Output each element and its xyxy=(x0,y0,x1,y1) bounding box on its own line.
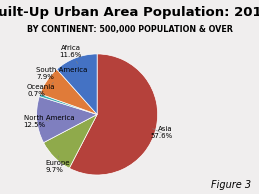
Text: Built-Up Urban Area Population: 2019: Built-Up Urban Area Population: 2019 xyxy=(0,6,259,19)
Text: North America
12.5%: North America 12.5% xyxy=(24,115,74,128)
Text: BY CONTINENT: 500,000 POPULATION & OVER: BY CONTINENT: 500,000 POPULATION & OVER xyxy=(27,25,232,34)
Wedge shape xyxy=(69,54,158,175)
Text: Oceania
0.7%: Oceania 0.7% xyxy=(27,84,56,97)
Wedge shape xyxy=(57,54,97,114)
Wedge shape xyxy=(37,96,97,143)
Text: Figure 3: Figure 3 xyxy=(211,180,251,190)
Wedge shape xyxy=(40,69,97,114)
Text: Asia
57.6%: Asia 57.6% xyxy=(150,126,172,139)
Wedge shape xyxy=(44,114,97,168)
Text: Africa
11.6%: Africa 11.6% xyxy=(60,45,82,64)
Text: Europe
9.7%: Europe 9.7% xyxy=(45,156,70,173)
Text: South America
7.9%: South America 7.9% xyxy=(36,67,87,84)
Wedge shape xyxy=(39,94,97,114)
